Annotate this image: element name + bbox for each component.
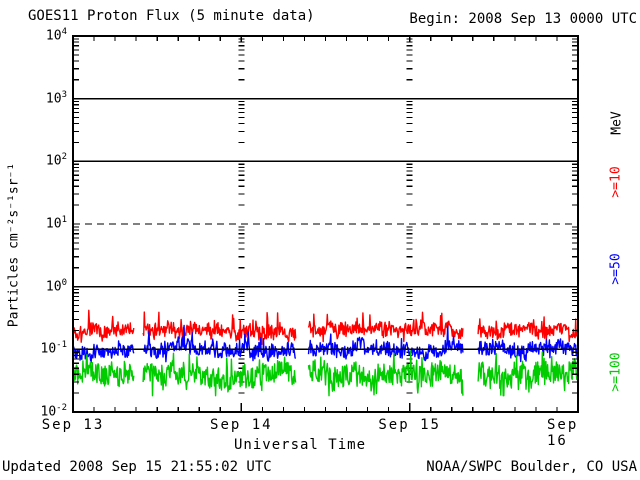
updated-timestamp: Updated 2008 Sep 15 21:55:02 UTC <box>2 459 272 475</box>
x-tick-label: Sep 13 <box>41 417 105 433</box>
series-10-trace <box>72 309 135 343</box>
series-100-trace <box>477 351 579 397</box>
chart-title: GOES11 Proton Flux (5 minute data) <box>28 8 315 24</box>
y-tick-label: 104 <box>45 27 67 44</box>
legend-entry-ge10: >=10 <box>608 166 624 198</box>
x-axis-label: Universal Time <box>233 437 367 453</box>
y-tick-label: 100 <box>45 277 67 294</box>
legend-entry-ge50: >=50 <box>608 253 624 285</box>
y-axis-label: Particles cm⁻²s⁻¹sr⁻¹ <box>6 162 22 328</box>
y-tick-label: 10-2 <box>40 403 68 420</box>
x-tick-label: Sep 14 <box>210 417 273 433</box>
y-tick-label: 103 <box>45 89 67 106</box>
data-series <box>72 309 579 397</box>
series-50-trace <box>142 324 297 363</box>
y-tick-label: 10-1 <box>40 340 68 357</box>
source-credit: NOAA/SWPC Boulder, CO USA <box>426 459 637 475</box>
x-tick-label: Sep 16 <box>547 417 579 449</box>
series-50-trace <box>477 338 579 363</box>
series-100-trace <box>72 354 135 388</box>
axis-ticks <box>73 36 578 412</box>
series-100-trace <box>142 352 297 397</box>
series-50-trace <box>72 340 135 364</box>
series-10-trace <box>477 316 579 343</box>
begin-timestamp: Begin: 2008 Sep 13 0000 UTC <box>409 11 637 27</box>
series-10-trace <box>142 311 297 345</box>
series-100-trace <box>307 350 464 397</box>
decade-gridlines <box>73 98 578 350</box>
day-gridline-dashes <box>238 38 413 394</box>
legend-unit-label: MeV <box>609 111 625 135</box>
x-tick-label: Sep 15 <box>378 417 441 433</box>
series-10-trace <box>307 311 464 343</box>
series-50-trace <box>307 325 464 362</box>
y-tick-label: 101 <box>45 215 67 232</box>
y-tick-label: 102 <box>45 152 67 169</box>
legend-entry-ge100: >=100 <box>608 352 624 392</box>
